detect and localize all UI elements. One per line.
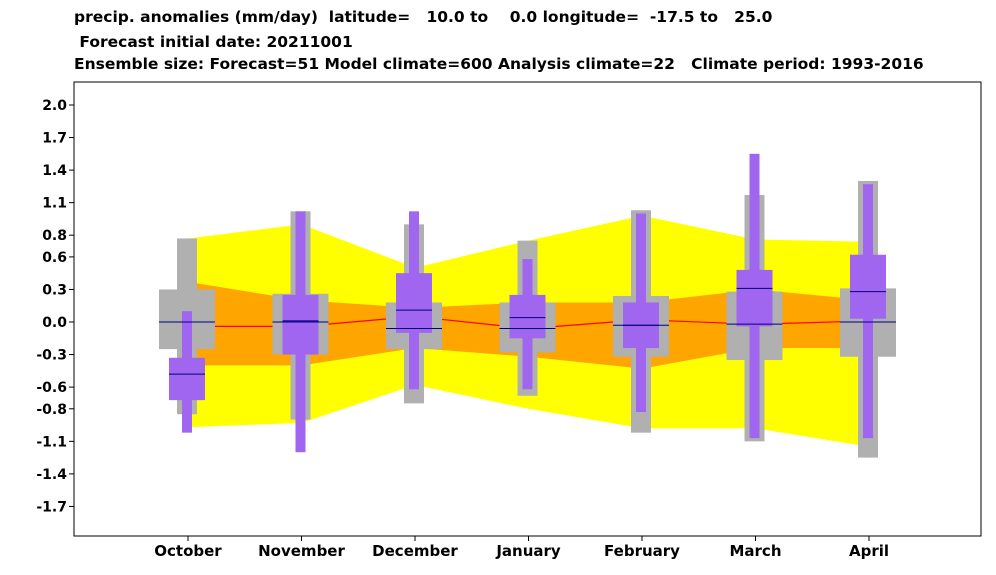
y-tick-label: 1.1 — [42, 196, 67, 212]
y-tick-label: -0.8 — [36, 402, 67, 418]
x-tick-label: January — [495, 542, 561, 560]
y-tick-label: -0.3 — [36, 348, 67, 364]
y-tick-label: 1.7 — [42, 131, 67, 147]
y-tick-label: 1.4 — [42, 163, 67, 179]
x-tick-label: March — [729, 542, 781, 560]
forecast-box — [736, 269, 773, 327]
category-group-february — [613, 210, 669, 433]
x-tick-label: April — [849, 542, 889, 560]
y-tick-label: 0.0 — [42, 315, 67, 331]
y-tick-label: 2.0 — [42, 98, 67, 114]
y-tick-label: -1.1 — [36, 434, 67, 450]
forecast-box — [169, 357, 205, 401]
y-tick-label: 0.8 — [42, 228, 67, 244]
chart-title-line-3: Ensemble size: Forecast=51 Model climate… — [74, 55, 924, 73]
chart-title-line-2: Forecast initial date: 20211001 — [74, 33, 353, 51]
y-tick-label: -1.4 — [36, 467, 67, 483]
y-tick-label: -1.7 — [36, 499, 67, 515]
x-tick-label: November — [258, 542, 345, 560]
y-tick-label: -0.6 — [36, 380, 67, 396]
y-tick-label: 0.6 — [42, 250, 67, 266]
forecast-box — [396, 273, 432, 333]
category-group-december — [386, 211, 442, 404]
x-tick-label: December — [372, 542, 458, 560]
y-tick-label: 0.3 — [42, 282, 67, 298]
category-group-october — [159, 238, 215, 433]
category-group-january — [499, 240, 556, 396]
chart-title-line-1: precip. anomalies (mm/day) latitude= 10.… — [74, 8, 773, 26]
x-tick-label: February — [604, 542, 680, 560]
category-group-november — [272, 211, 329, 453]
forecast-box — [282, 294, 319, 355]
x-tick-label: October — [154, 542, 222, 560]
forecast-box — [509, 294, 546, 339]
category-group-march — [726, 153, 783, 442]
category-group-april — [840, 180, 896, 458]
forecast-box — [850, 254, 886, 319]
